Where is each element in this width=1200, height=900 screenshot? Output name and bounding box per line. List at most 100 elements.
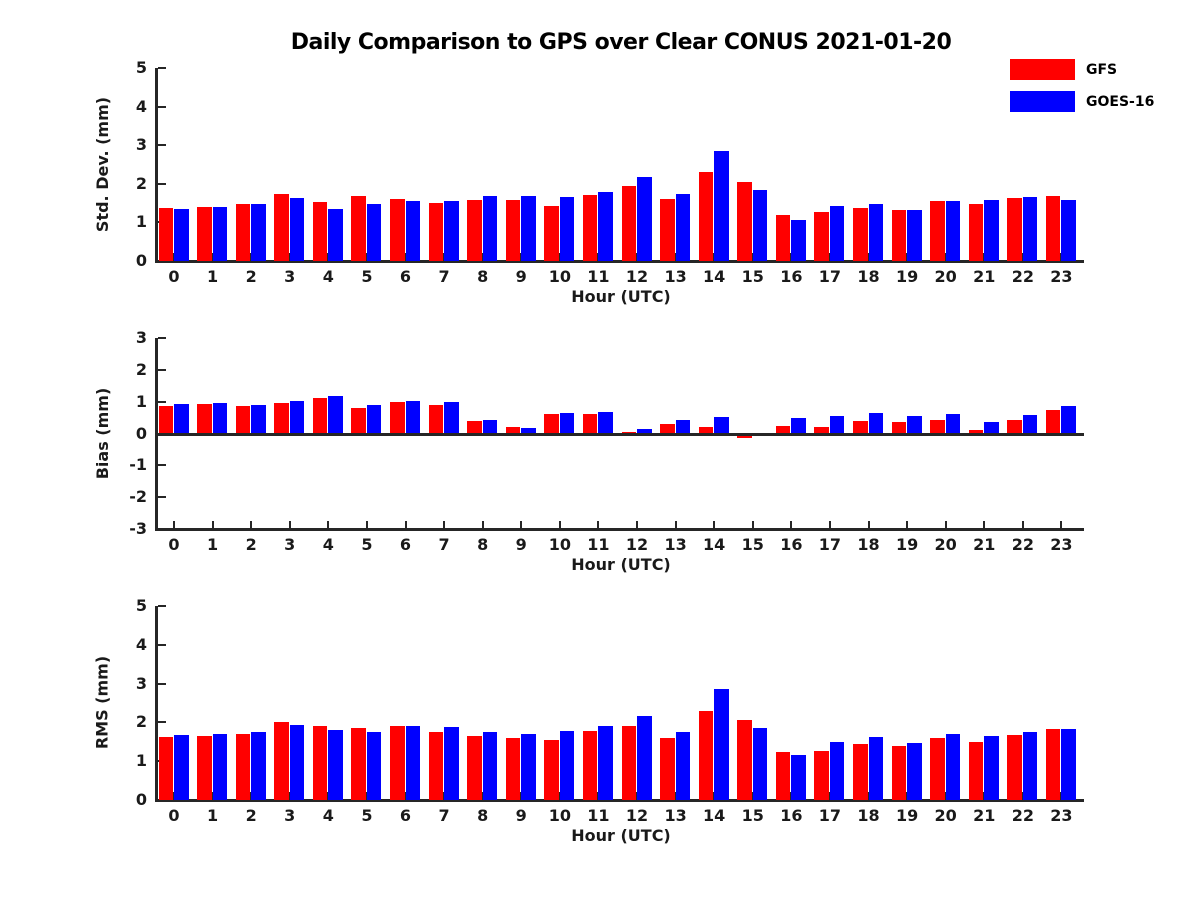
- bias-bar-goes16-14: [714, 416, 729, 434]
- bias-x-tick: [558, 521, 561, 528]
- rms-x-tick-label: 18: [857, 806, 880, 825]
- stddev-bar-goes16-5: [366, 204, 382, 261]
- stddev-bar-gfs-13: [660, 199, 675, 261]
- bias-y-tick-label: 3: [135, 328, 147, 347]
- bias-y-tick: [158, 400, 166, 403]
- bias-y-tick: [158, 528, 166, 530]
- rms-bar-gfs-15: [737, 720, 752, 800]
- stddev-bar-goes16-7: [444, 200, 459, 261]
- bias-x-tick: [1060, 521, 1063, 528]
- stddev-bar-gfs-0: [158, 207, 173, 261]
- stddev-bar-goes16-11: [598, 192, 613, 261]
- rms-bar-goes16-18: [868, 736, 883, 800]
- bias-y-tick: [158, 496, 166, 499]
- bias-x-tick-label: 7: [438, 535, 450, 554]
- rms-y-tick: [158, 682, 166, 685]
- bias-bar-goes16-3: [289, 401, 305, 434]
- stddev-bar-goes16-18: [868, 203, 883, 261]
- bias-ylabel: Bias (mm): [92, 387, 112, 479]
- rms-y-tick: [158, 605, 166, 607]
- bias-x-tick: [327, 521, 330, 528]
- rms-bar-gfs-2: [235, 733, 251, 800]
- bias-x-tick: [674, 521, 677, 528]
- bias-bar-goes16-21: [984, 422, 999, 434]
- rms-x-tick-label: 3: [284, 806, 296, 825]
- bias-x-tick: [520, 521, 523, 528]
- stddev-x-tick-label: 15: [741, 267, 764, 286]
- bias-y-tick: [158, 337, 166, 339]
- stddev-bar-goes16-10: [559, 196, 575, 261]
- stddev-x-tick-label: 22: [1011, 267, 1034, 286]
- bias-x-tick: [1021, 521, 1024, 528]
- rms-x-tick-label: 2: [245, 806, 257, 825]
- bias-x-tick-label: 9: [515, 535, 527, 554]
- stddev-bar-gfs-6: [390, 198, 405, 261]
- stddev-bar-goes16-15: [752, 189, 768, 261]
- bias-x-tick-label: 0: [168, 535, 180, 554]
- rms-y-tick: [158, 643, 166, 646]
- rms-bar-gfs-13: [660, 737, 675, 800]
- rms-x-tick-label: 23: [1050, 806, 1073, 825]
- stddev-bar-goes16-4: [328, 208, 343, 261]
- stddev-bar-gfs-18: [853, 207, 868, 261]
- stddev-bar-goes16-6: [405, 201, 420, 261]
- stddev-bar-gfs-1: [197, 207, 212, 261]
- bias-bar-gfs-19: [891, 422, 907, 434]
- bias-x-tick: [790, 521, 793, 528]
- bias-y-tick-label: -2: [129, 487, 147, 507]
- bias-x-tick-label: 23: [1050, 535, 1073, 554]
- bias-bar-goes16-20: [945, 414, 961, 434]
- stddev-x-tick-label: 12: [625, 267, 649, 286]
- rms-bar-goes16-3: [289, 725, 305, 800]
- bias-bar-gfs-16: [775, 425, 791, 434]
- stddev-x-tick-label: 3: [284, 267, 296, 286]
- rms-x-tick-label: 13: [664, 806, 687, 825]
- rms-bar-goes16-17: [829, 741, 845, 800]
- stddev-y-tick-label: 1: [135, 212, 147, 232]
- rms-bar-gfs-11: [582, 730, 598, 800]
- stddev-bar-gfs-10: [544, 206, 559, 261]
- stddev-bar-gfs-15: [737, 181, 752, 261]
- stddev-bar-goes16-16: [791, 220, 806, 261]
- stddev-bar-goes16-1: [212, 207, 228, 261]
- bias-bar-gfs-10: [544, 414, 559, 434]
- rms-bar-gfs-14: [698, 710, 714, 800]
- rms-bar-goes16-2: [251, 732, 266, 800]
- rms-bar-goes16-0: [174, 735, 189, 800]
- bias-x-axis: [155, 528, 1084, 531]
- stddev-y-tick-label: 0: [135, 251, 147, 270]
- stddev-bar-goes16-20: [945, 200, 961, 261]
- stddev-x-tick-label: 13: [664, 267, 687, 286]
- bias-zero-line: [155, 432, 1084, 436]
- bias-x-tick: [751, 521, 754, 528]
- bias-x-tick-label: 1: [207, 535, 219, 554]
- stddev-x-tick-label: 2: [245, 267, 257, 286]
- bias-bar-goes16-19: [907, 415, 922, 434]
- rms-bar-goes16-12: [637, 715, 652, 800]
- bias-x-tick: [481, 521, 484, 528]
- bias-bar-gfs-4: [312, 398, 328, 434]
- rms-bar-goes16-10: [559, 730, 575, 800]
- rms-bar-goes16-15: [752, 728, 768, 800]
- rms-bar-gfs-21: [968, 741, 984, 800]
- bias-x-tick-label: 11: [587, 535, 610, 554]
- rms-x-tick-label: 14: [703, 806, 726, 825]
- rms-bar-gfs-16: [775, 751, 791, 800]
- rms-x-tick-label: 0: [168, 806, 180, 825]
- stddev-bar-gfs-11: [582, 195, 598, 261]
- bias-x-tick-label: 4: [322, 535, 334, 554]
- stddev-bar-gfs-17: [814, 212, 829, 261]
- rms-bar-goes16-5: [366, 732, 382, 800]
- rms-bar-gfs-19: [891, 746, 907, 800]
- bias-x-tick-label: 10: [548, 535, 571, 554]
- rms-x-tick-label: 1: [207, 806, 219, 825]
- stddev-x-tick-label: 10: [548, 267, 571, 286]
- stddev-y-tick: [158, 182, 166, 185]
- bias-x-tick: [636, 521, 638, 528]
- rms-bar-gfs-23: [1045, 728, 1061, 800]
- bias-bar-goes16-9: [521, 428, 536, 434]
- bias-bar-gfs-1: [197, 404, 212, 434]
- rms-bar-goes16-23: [1061, 728, 1076, 800]
- stddev-bar-goes16-9: [521, 196, 536, 261]
- gfs-swatch: [1010, 59, 1075, 80]
